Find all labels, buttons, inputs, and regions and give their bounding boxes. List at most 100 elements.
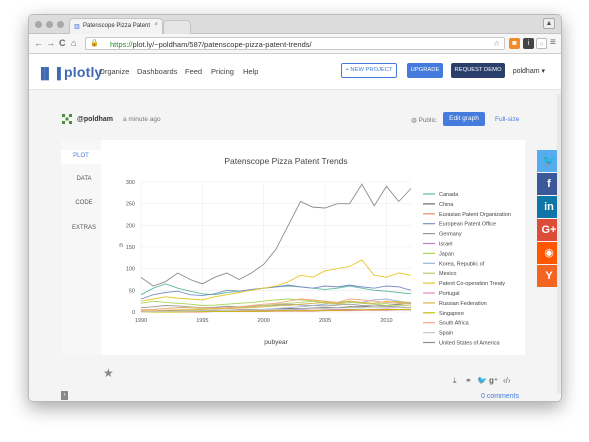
legend-item[interactable]: Canada xyxy=(439,192,459,198)
tab-bar: ▥ Patenscope Pizza Patent × ▲ xyxy=(29,15,561,34)
tab-close-icon[interactable]: × xyxy=(154,22,158,28)
y-axis-label: n xyxy=(119,242,123,249)
legend-item[interactable]: Patent Co-operation Treaty xyxy=(439,281,505,287)
series-line[interactable] xyxy=(140,300,412,312)
new-tab-button[interactable] xyxy=(163,20,191,34)
side-tab-bar xyxy=(61,140,101,355)
y-tick-label: 150 xyxy=(126,245,135,251)
home-icon[interactable]: ⌂ xyxy=(71,38,77,48)
x-axis-label: pubyear xyxy=(264,339,288,346)
linkedin-icon[interactable]: in xyxy=(537,196,561,218)
y-tick-label: 50 xyxy=(129,288,135,294)
close-window-icon[interactable] xyxy=(35,21,42,28)
line-chart[interactable]: Patenscope Pizza Patent Trends 0 50 100 150 2… xyxy=(101,140,525,355)
minimize-window-icon[interactable] xyxy=(46,21,53,28)
embed-code-icon[interactable]: ‹/› xyxy=(503,376,511,385)
link-icon[interactable]: ⚭ xyxy=(465,376,472,385)
y-tick-label: 200 xyxy=(126,223,135,229)
bookmark-star-icon[interactable]: ☆ xyxy=(493,39,500,48)
ycombinator-icon[interactable]: Y xyxy=(537,265,561,287)
series-line[interactable] xyxy=(140,284,412,300)
upgrade-button[interactable]: UPGRADE xyxy=(407,63,443,78)
plotly-header: ▐▌▐ plotly Organize Dashboards Feed Prici… xyxy=(29,54,561,90)
profile-icon[interactable]: ▲ xyxy=(543,18,555,29)
legend-item[interactable]: Spain xyxy=(439,331,453,337)
lock-icon: 🔒 xyxy=(90,40,99,47)
url-field[interactable]: 🔒 https://plot.ly/~poldham/587/patenscope… xyxy=(85,37,505,50)
plotly-favicon-icon: ▥ xyxy=(74,24,80,30)
globe-icon: ◍ xyxy=(411,117,419,124)
series-line[interactable] xyxy=(140,183,412,287)
legend-item[interactable]: Korea, Republic of xyxy=(439,261,485,267)
legend-item[interactable]: European Patent Office xyxy=(439,222,496,228)
request-demo-button[interactable]: REQUEST DEMO xyxy=(451,63,505,78)
series-line[interactable] xyxy=(141,308,411,313)
tab-code[interactable]: CODE xyxy=(75,200,93,206)
legend-item[interactable]: Portugal xyxy=(439,291,460,297)
tab-extras[interactable]: EXTRAS xyxy=(71,225,96,231)
facebook-icon[interactable]: f xyxy=(537,173,561,195)
menu-dashboards[interactable]: Dashboards xyxy=(137,67,178,76)
series-line[interactable] xyxy=(140,283,412,296)
series-line[interactable] xyxy=(140,300,412,311)
download-icon[interactable]: ⤓ xyxy=(453,376,457,385)
maximize-window-icon[interactable] xyxy=(57,21,64,28)
menu-icon[interactable]: ≡ xyxy=(550,37,556,48)
plotly-logo[interactable]: ▐▌▐ plotly xyxy=(37,64,103,80)
url-path: plot.ly/~poldham/587/patenscope-pizza-pa… xyxy=(132,40,312,49)
tab-title: Patenscope Pizza Patent xyxy=(83,23,151,29)
google-plus-icon[interactable]: G+ xyxy=(537,219,561,241)
legend-item[interactable]: South Africa xyxy=(439,321,470,327)
public-status: ◍ Public xyxy=(411,116,436,124)
series-line[interactable] xyxy=(140,259,412,302)
info-extension-icon[interactable]: i xyxy=(523,38,534,49)
user-menu[interactable]: poldham ▾ xyxy=(512,68,545,75)
reload-icon[interactable]: C xyxy=(59,38,66,48)
browser-tab[interactable]: ▥ Patenscope Pizza Patent × xyxy=(69,18,163,34)
x-tick-label: 1995 xyxy=(196,318,208,324)
legend-item[interactable]: Mexico xyxy=(439,271,456,277)
legend-item[interactable]: Eurasian Patent Organization xyxy=(439,212,511,218)
scrollbar[interactable] xyxy=(557,94,561,394)
series-line[interactable] xyxy=(140,298,412,311)
legend-item[interactable]: Germany xyxy=(439,232,462,238)
tab-data[interactable]: DATA xyxy=(76,176,92,182)
menu-pricing[interactable]: Pricing xyxy=(211,67,234,76)
legend-item[interactable]: Israel xyxy=(439,242,452,248)
legend-item[interactable]: Japan xyxy=(439,251,454,257)
chart-title: Patenscope Pizza Patent Trends xyxy=(224,156,347,166)
edit-graph-button[interactable]: Edit graph xyxy=(443,112,485,126)
twitter-share-icon[interactable]: 🐦 xyxy=(477,376,487,385)
user-avatar[interactable] xyxy=(61,113,73,125)
legend-item[interactable]: Russian Federation xyxy=(439,301,487,307)
star-icon[interactable]: ★ xyxy=(103,366,114,380)
public-label: Public xyxy=(418,117,437,124)
rss-extension-icon[interactable]: ◙ xyxy=(509,38,520,49)
legend-item[interactable]: Singapore xyxy=(439,311,464,317)
series-line[interactable] xyxy=(140,306,412,313)
page-content: ▐▌▐ plotly Organize Dashboards Feed Prici… xyxy=(29,54,561,401)
series-line[interactable] xyxy=(140,303,412,309)
reddit-icon[interactable]: ◉ xyxy=(537,242,561,264)
x-tick-label: 2000 xyxy=(258,318,270,324)
y-tick-label: 300 xyxy=(126,180,135,186)
forward-icon[interactable]: → xyxy=(46,38,55,48)
menu-help[interactable]: Help xyxy=(243,67,259,76)
twitter-icon[interactable]: 🐦 xyxy=(537,150,561,172)
back-icon[interactable]: ← xyxy=(34,38,43,48)
menu-organize[interactable]: Organize xyxy=(99,67,130,76)
menu-feed[interactable]: Feed xyxy=(185,67,203,76)
comments-link[interactable]: 0 comments xyxy=(481,393,520,400)
x-tick-label: 2010 xyxy=(380,318,392,324)
legend-item[interactable]: China xyxy=(439,202,454,208)
author-name[interactable]: @poldham xyxy=(77,116,113,123)
google-share-icon[interactable]: g⁺ xyxy=(489,376,499,385)
r-badge[interactable]: r xyxy=(61,391,68,400)
full-size-link[interactable]: Full-size xyxy=(495,116,520,123)
tab-plot[interactable]: PLOT xyxy=(61,150,101,164)
extension-icon[interactable]: ○ xyxy=(536,38,547,49)
y-tick-label: 100 xyxy=(126,267,135,273)
new-project-button[interactable]: + NEW PROJECT xyxy=(341,63,397,78)
timestamp: a minute ago xyxy=(123,116,161,123)
legend-item[interactable]: United States of America xyxy=(439,341,500,347)
